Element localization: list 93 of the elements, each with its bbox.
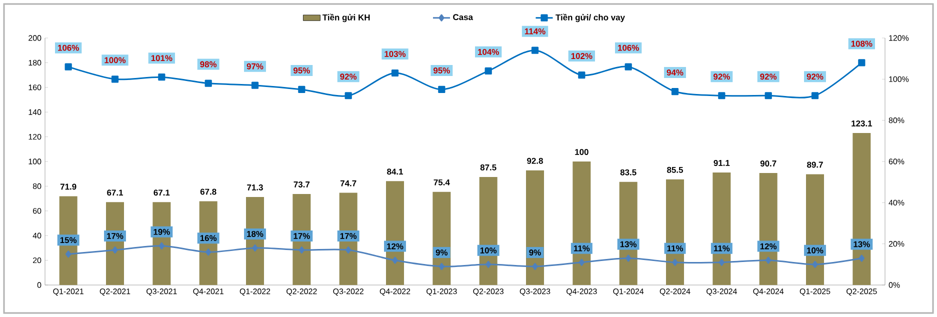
point <box>391 69 399 77</box>
point <box>811 92 819 100</box>
data-label: 84.1 <box>387 168 404 175</box>
data-label: 19% <box>154 228 170 235</box>
data-label: 10% <box>480 247 497 254</box>
point <box>485 260 492 268</box>
data-label: 101% <box>151 55 172 62</box>
data-label: 17% <box>294 233 310 239</box>
data-label: 75.4 <box>434 179 450 186</box>
data-label: 106% <box>58 44 79 51</box>
point <box>718 258 725 266</box>
data-label: 83.5 <box>620 169 636 176</box>
point <box>624 63 632 70</box>
point <box>392 256 398 264</box>
data-label: 91.1 <box>714 160 730 166</box>
data-label: 89.7 <box>807 162 823 168</box>
data-label: 67.1 <box>154 190 170 196</box>
point <box>64 63 72 70</box>
data-label: 9% <box>436 249 448 256</box>
point <box>578 72 586 79</box>
point <box>532 262 538 270</box>
data-label: 87.5 <box>480 164 496 170</box>
point <box>812 260 818 268</box>
data-label: 108% <box>851 40 872 47</box>
data-label: 11% <box>574 245 590 252</box>
data-label: 94% <box>666 70 684 76</box>
data-label: 92% <box>714 74 730 80</box>
data-label: 92% <box>340 74 357 80</box>
point <box>438 262 445 270</box>
point <box>671 88 679 96</box>
data-label: 73.7 <box>294 181 310 188</box>
data-label: 16% <box>200 235 217 242</box>
point <box>438 86 446 94</box>
point <box>204 80 212 87</box>
point <box>205 248 212 256</box>
data-label: 15% <box>60 237 77 244</box>
data-label: 106% <box>618 44 639 51</box>
point <box>158 242 165 250</box>
data-label: 67.1 <box>107 190 123 196</box>
data-label: 74.7 <box>340 180 356 186</box>
point <box>531 46 539 54</box>
legend-label: Tiền gửi/ cho vay <box>556 14 625 22</box>
data-label: 12% <box>760 243 777 250</box>
point <box>251 82 259 89</box>
data-label: 9% <box>529 249 541 256</box>
point <box>578 258 585 266</box>
data-label: 100 <box>575 148 588 155</box>
data-label: 18% <box>247 230 264 237</box>
point <box>858 59 866 66</box>
data-label: 13% <box>620 241 637 248</box>
point <box>858 254 865 262</box>
data-label: 95% <box>293 67 310 74</box>
legend-label: Casa <box>453 14 474 20</box>
data-label: 85.5 <box>667 166 684 173</box>
point <box>718 92 726 100</box>
data-label: 17% <box>107 233 124 239</box>
point <box>65 250 72 258</box>
data-label: 123.1 <box>852 120 872 126</box>
point <box>158 74 166 81</box>
data-label: 90.7 <box>760 160 776 166</box>
point <box>345 246 352 254</box>
point <box>111 76 119 83</box>
point <box>765 256 772 264</box>
point <box>672 258 678 266</box>
data-label: 71.9 <box>60 184 76 190</box>
data-label: 11% <box>667 245 684 252</box>
data-label: 92.8 <box>527 158 543 164</box>
point <box>344 92 352 100</box>
data-label: 92% <box>760 74 777 80</box>
data-label: 11% <box>714 245 730 252</box>
data-label: 17% <box>340 233 357 239</box>
data-label: 12% <box>387 243 404 250</box>
data-label: 102% <box>571 53 592 60</box>
legend-label: Tiền gửi KH <box>322 14 370 22</box>
point <box>298 86 306 94</box>
data-label: 100% <box>104 57 126 64</box>
data-label: 114% <box>524 28 546 34</box>
point <box>298 246 305 254</box>
data-label: 95% <box>433 67 450 74</box>
point <box>112 246 118 254</box>
data-label: 97% <box>246 63 264 70</box>
data-label: 92% <box>806 74 824 80</box>
data-label: 103% <box>384 50 406 57</box>
data-label: 104% <box>478 48 499 55</box>
point <box>252 244 258 252</box>
data-label: 67.8 <box>200 188 216 195</box>
data-label: 10% <box>807 247 824 254</box>
data-label: 13% <box>854 241 870 248</box>
point <box>625 254 632 262</box>
point <box>484 67 492 74</box>
data-label: 71.3 <box>247 184 263 190</box>
point <box>764 92 772 100</box>
data-label: 98% <box>200 61 217 68</box>
